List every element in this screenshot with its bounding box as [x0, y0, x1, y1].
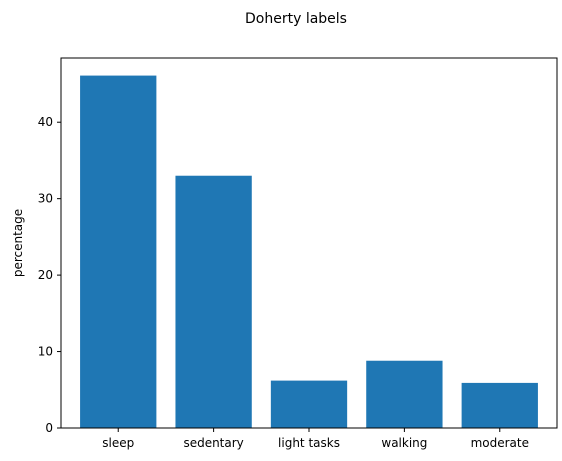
y-axis: 0 10 20 30 40	[38, 115, 61, 435]
x-tick-label: walking	[381, 436, 427, 450]
bar-sleep	[80, 75, 157, 428]
x-tick-label: sleep	[102, 436, 134, 450]
x-tick-label: moderate	[471, 436, 529, 450]
y-tick-label: 30	[38, 192, 53, 206]
bar-walking	[366, 360, 443, 428]
y-tick-label: 40	[38, 115, 53, 129]
chart-title: Doherty labels	[245, 11, 347, 27]
bars-group	[80, 75, 538, 428]
bar-moderate	[461, 382, 538, 428]
bar-sedentary	[175, 175, 252, 428]
y-tick-label: 10	[38, 345, 53, 359]
y-tick-label: 20	[38, 268, 53, 282]
y-axis-label: percentage	[11, 209, 25, 277]
y-tick-label: 0	[45, 421, 53, 435]
x-tick-label: sedentary	[183, 436, 243, 450]
x-tick-label: light tasks	[278, 436, 340, 450]
x-axis: sleep sedentary light tasks walking moderate	[102, 428, 529, 450]
bar-light-tasks	[270, 380, 348, 428]
